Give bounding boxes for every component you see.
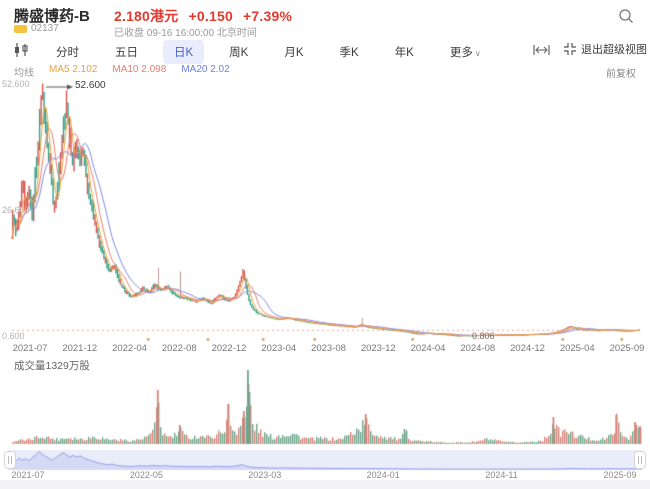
x-axis: 2021-07 2021-12 2022-04 2022-08 2022-12 2023-… bbox=[0, 343, 650, 355]
y-axis-label-max: 52.600 bbox=[2, 79, 30, 89]
kline-style-icon[interactable] bbox=[14, 43, 30, 57]
ma20-value: MA20 2.02 bbox=[181, 64, 230, 75]
bottom-toolbar-strip bbox=[0, 480, 650, 489]
exit-superview-button[interactable]: 退出超级视图 bbox=[563, 41, 647, 57]
low-price-annotation: 0.806 bbox=[472, 331, 495, 341]
volume-label: 成交量1329万股 bbox=[14, 360, 90, 372]
peak-price-annotation: 52.600 bbox=[75, 80, 106, 91]
x-axis-label: 2024-04 bbox=[410, 343, 446, 354]
tab-五日[interactable]: 五日 bbox=[115, 47, 138, 59]
chevron-down-icon: ∨ bbox=[474, 49, 481, 58]
search-icon[interactable] bbox=[618, 8, 634, 24]
x-axis-label: 2021-12 bbox=[62, 343, 98, 354]
y-axis-label-min: 0.600 bbox=[2, 331, 25, 341]
x-axis-label: 2024-08 bbox=[460, 343, 496, 354]
tab-月K[interactable]: 月K bbox=[284, 47, 304, 59]
measure-icon[interactable] bbox=[533, 43, 550, 57]
ma-legend: 均线 MA5 2.102 MA10 2.098 MA20 2.02 bbox=[14, 64, 230, 79]
last-price: 2.180港元 bbox=[114, 8, 179, 24]
tab-周K[interactable]: 周K bbox=[229, 47, 249, 59]
quote-line: 2.180港元 +0.150 +7.39% bbox=[114, 6, 298, 26]
x-axis-label: 2022-12 bbox=[211, 343, 247, 354]
navigator-label: 2021-07 bbox=[11, 470, 45, 480]
navigator-label: 2023-03 bbox=[248, 470, 282, 480]
price-change-pct: +7.39% bbox=[243, 8, 293, 24]
tab-日K[interactable]: 日K bbox=[163, 40, 205, 64]
stock-name: 腾盛博药-B bbox=[14, 8, 90, 25]
market-badge bbox=[14, 24, 27, 33]
price-change: +0.150 bbox=[188, 8, 233, 24]
tab-更多[interactable]: 更多 ∨ bbox=[449, 47, 481, 59]
tab-分时[interactable]: 分时 bbox=[56, 47, 79, 59]
ma-legend-title: 均线 bbox=[14, 68, 34, 79]
x-axis-label: 2023-08 bbox=[311, 343, 346, 354]
ma5-value: MA5 2.102 bbox=[49, 64, 98, 75]
market-status: 已收盘 09-16 16:00:00 北京时间 bbox=[114, 28, 257, 39]
navigator-label: 2024-01 bbox=[366, 470, 400, 480]
navigator-label: 2025-09 bbox=[603, 470, 637, 480]
tab-年K[interactable]: 年K bbox=[394, 47, 414, 59]
x-axis-label: 2025-04 bbox=[559, 343, 595, 354]
navigator-axis: 2021-07 2022-05 2023-03 2024-01 2024-11 2025-… bbox=[0, 470, 650, 481]
stock-code: 02137 bbox=[31, 23, 59, 34]
exit-superview-label: 退出超级视图 bbox=[581, 44, 647, 56]
ma10-value: MA10 2.098 bbox=[112, 64, 167, 75]
period-tab-bar: 分时 五日 日K 周K 月K 季K 年K 更多 ∨ bbox=[38, 40, 499, 64]
navigator-label: 2022-05 bbox=[129, 470, 163, 480]
stock-code-row: 02137 bbox=[14, 23, 59, 34]
x-axis-label: 2025-09 bbox=[609, 343, 645, 354]
x-axis-label: 2022-04 bbox=[112, 343, 147, 354]
navigator-left-handle[interactable] bbox=[4, 451, 16, 469]
x-axis-label: 2021-07 bbox=[12, 343, 48, 354]
collapse-arrows-icon bbox=[563, 42, 577, 56]
tab-季K[interactable]: 季K bbox=[339, 47, 359, 59]
adjust-mode-selector[interactable]: 前复权 bbox=[606, 69, 636, 80]
navigator-label: 2024-11 bbox=[485, 470, 518, 480]
x-axis-label: 2022-08 bbox=[161, 343, 197, 354]
y-axis-label-mid: 26.600 bbox=[2, 205, 30, 215]
x-axis-label: 2023-12 bbox=[360, 343, 396, 354]
navigator-right-handle[interactable] bbox=[634, 451, 646, 469]
x-axis-label: 2024-12 bbox=[510, 343, 545, 354]
x-axis-label: 2023-04 bbox=[261, 343, 297, 354]
